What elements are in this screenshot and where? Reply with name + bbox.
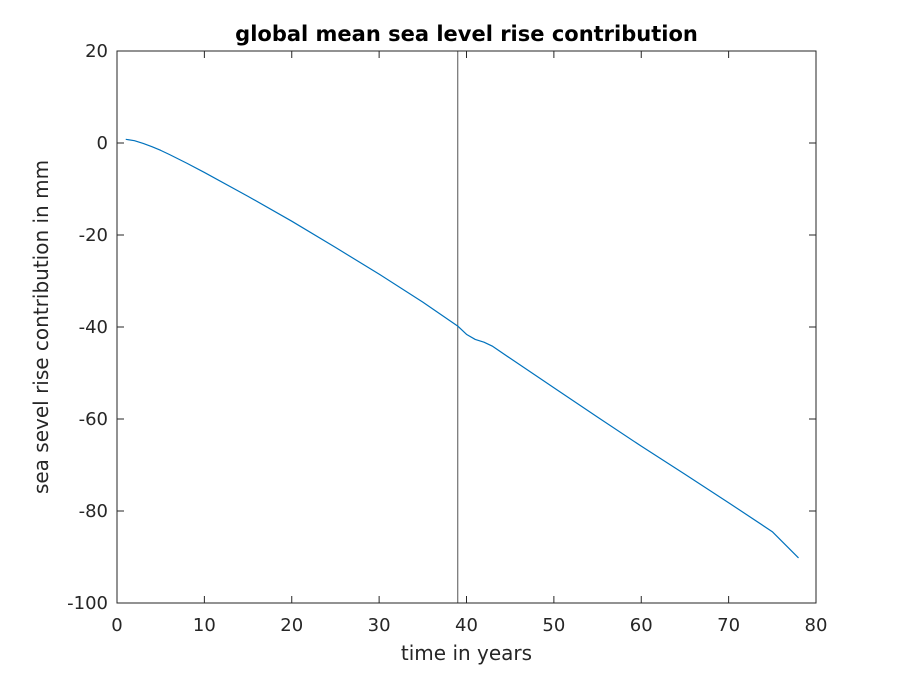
x-tick-label: 0 <box>111 615 122 636</box>
y-tick-label: -80 <box>79 501 108 522</box>
x-tick-label: 80 <box>805 615 828 636</box>
y-tick-label: -100 <box>67 593 108 614</box>
chart-title: global mean sea level rise contribution <box>235 22 698 46</box>
y-tick-label: -20 <box>79 225 108 246</box>
x-tick-label: 20 <box>280 615 303 636</box>
x-tick-label: 60 <box>630 615 653 636</box>
y-tick-label: 0 <box>97 133 108 154</box>
plot-box <box>116 50 817 604</box>
x-tick-label: 30 <box>368 615 391 636</box>
series-line <box>125 138 799 559</box>
x-tick-label: 70 <box>717 615 740 636</box>
y-tick-label: 20 <box>85 41 108 62</box>
y-tick-label: -60 <box>79 409 108 430</box>
x-tick-label: 10 <box>193 615 216 636</box>
x-axis-label: time in years <box>401 641 532 665</box>
series-layer <box>125 138 799 559</box>
tick-layer <box>116 50 817 604</box>
y-axis-label: sea sevel rise contribution in mm <box>29 160 53 494</box>
x-tick-label: 40 <box>455 615 478 636</box>
tick-label-layer: 0 10 20 30 40 50 60 70 80 20 0 -20 -40 -60 -80 -100 <box>67 41 827 636</box>
x-tick-label: 50 <box>542 615 565 636</box>
y-tick-label: -40 <box>79 317 108 338</box>
plot-area <box>117 51 816 603</box>
